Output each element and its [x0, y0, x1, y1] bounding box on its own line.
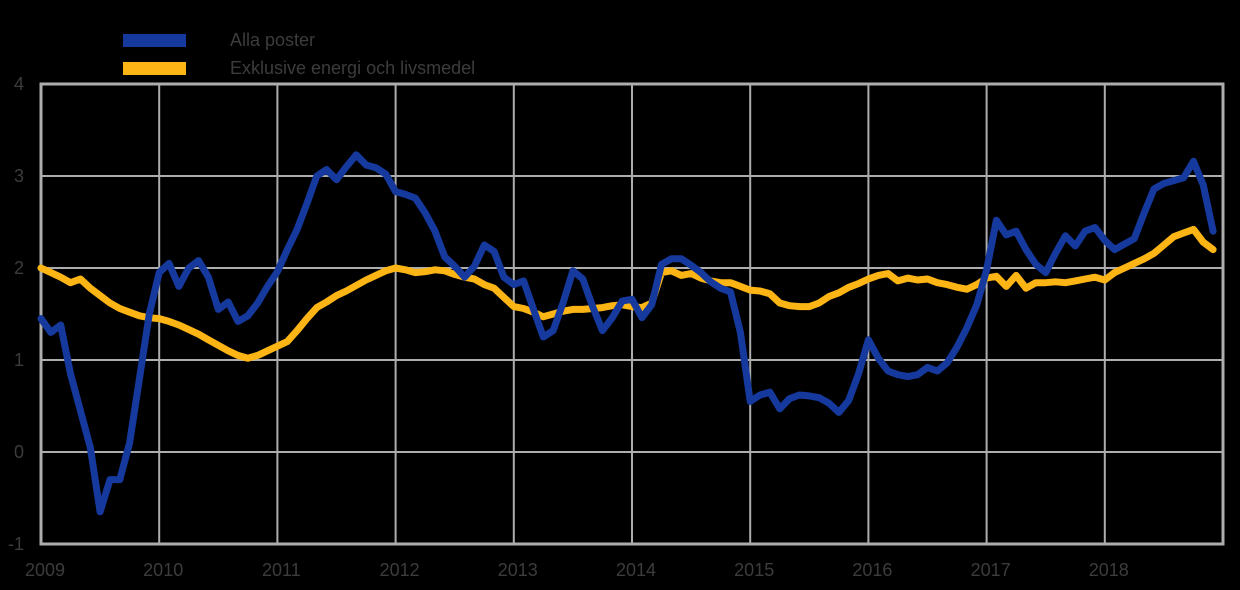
- x-tick-label: 2009: [25, 560, 65, 580]
- legend-swatch-yellow: [123, 61, 186, 75]
- legend-item-alla-poster: Alla poster: [123, 26, 475, 54]
- y-tick-label: 4: [14, 74, 24, 94]
- y-tick-label: 1: [14, 350, 24, 370]
- y-tick-label: 0: [14, 442, 24, 462]
- x-tick-label: 2010: [143, 560, 183, 580]
- plot-border: [39, 82, 1225, 546]
- legend-label: Exklusive energi och livsmedel: [230, 57, 476, 78]
- y-tick-label: 2: [14, 258, 24, 278]
- legend-item-exklusive-energi-och-livsmedel: Exklusive energi och livsmedel: [123, 54, 475, 82]
- legend-swatch-blue: [123, 33, 186, 47]
- x-tick-label: 2017: [971, 560, 1011, 580]
- legend-label: Alla poster: [230, 29, 316, 50]
- y-tick-label: 3: [14, 166, 24, 186]
- x-tick-label: 2011: [262, 560, 301, 580]
- x-tick-label: 2018: [1089, 560, 1129, 580]
- x-tick-label: 2013: [498, 560, 538, 580]
- x-tick-label: 2015: [734, 560, 774, 580]
- y-tick-label: -1: [8, 534, 24, 554]
- x-tick-label: 2014: [616, 560, 656, 580]
- chart-legend: Alla poster Exklusive energi och livsmed…: [123, 26, 475, 82]
- series-line-alla-poster: [37, 151, 1217, 516]
- x-tick-label: 2016: [852, 560, 892, 580]
- series-line-exklusive-energi-och-livsmedel: [37, 225, 1217, 362]
- x-tick-label: 2012: [380, 560, 420, 580]
